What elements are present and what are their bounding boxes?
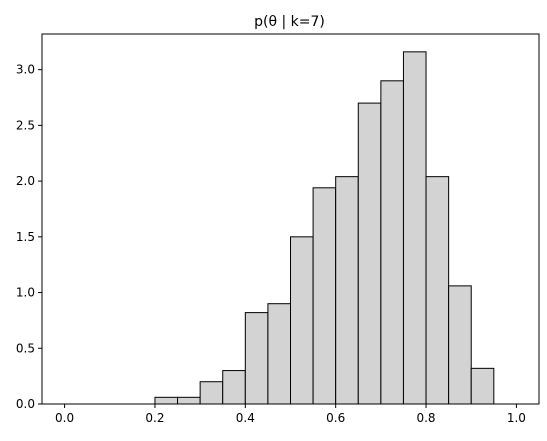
x-tick-label: 0.8 <box>416 411 435 425</box>
y-tick-label: 1.0 <box>16 286 35 300</box>
x-tick-label: 0.0 <box>55 411 74 425</box>
x-tick-label: 0.4 <box>236 411 255 425</box>
histogram-bar <box>199 381 224 405</box>
histogram-bar <box>380 80 404 405</box>
histogram-bar <box>154 396 179 405</box>
histogram-bar <box>312 187 337 405</box>
histogram-bar <box>470 367 495 405</box>
y-tick-label: 0.5 <box>16 341 35 355</box>
y-tick-label: 2.0 <box>16 174 35 188</box>
histogram-bar <box>222 370 246 405</box>
histogram-bar <box>267 303 291 405</box>
histogram-bar <box>357 102 382 405</box>
y-axis: 0.0 0.5 1.0 1.5 2.0 2.5 3.0 <box>16 63 42 411</box>
histogram-bar <box>177 396 201 405</box>
y-tick-label: 2.5 <box>16 118 35 132</box>
histogram-bar <box>425 176 450 405</box>
chart-title: p(θ | k=7) <box>254 14 325 30</box>
plot-frame <box>41 33 540 405</box>
bars-layer <box>154 51 495 405</box>
histogram-bar <box>290 236 314 405</box>
y-tick-label: 3.0 <box>16 63 35 77</box>
x-tick-label: 0.6 <box>326 411 345 425</box>
y-tick-label: 1.5 <box>16 230 35 244</box>
histogram-bar <box>335 176 359 405</box>
x-tick-label: 0.2 <box>145 411 164 425</box>
histogram-bar <box>402 51 427 405</box>
x-tick-label: 1.0 <box>507 411 526 425</box>
x-axis: 0.0 0.2 0.4 0.6 0.8 1.0 <box>55 404 526 425</box>
histogram-bar <box>244 312 269 405</box>
histogram-bar <box>448 285 472 405</box>
y-tick-label: 0.0 <box>16 397 35 411</box>
